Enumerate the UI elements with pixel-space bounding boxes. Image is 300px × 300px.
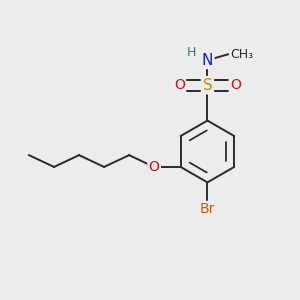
Text: S: S <box>202 78 212 93</box>
Text: CH₃: CH₃ <box>230 48 254 61</box>
Text: O: O <box>230 78 241 92</box>
Text: H: H <box>187 46 196 59</box>
Text: Br: Br <box>200 202 215 216</box>
Text: N: N <box>202 53 213 68</box>
Text: O: O <box>149 160 160 174</box>
Text: O: O <box>174 78 185 92</box>
